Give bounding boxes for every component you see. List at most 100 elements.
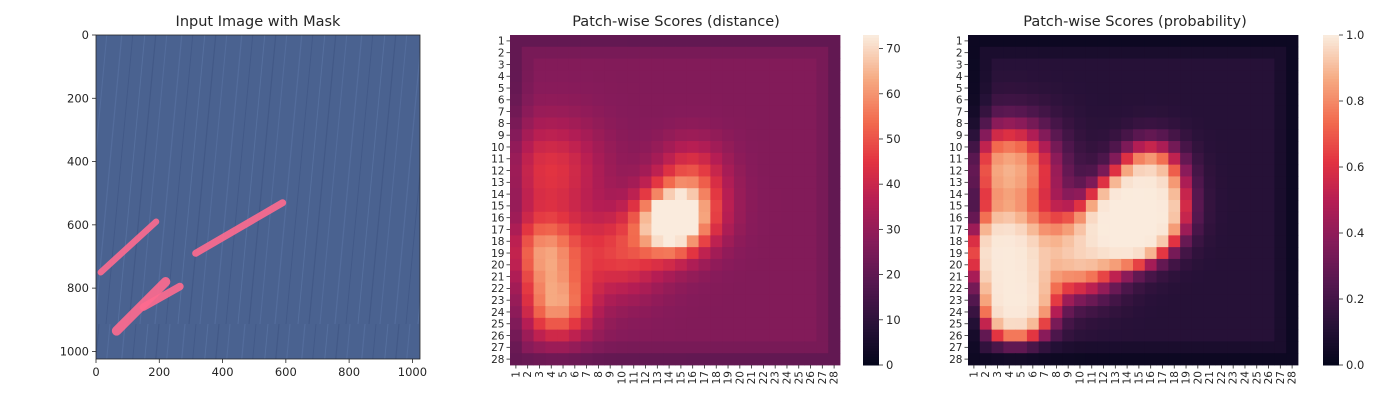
heatmap-cell: [1215, 223, 1228, 236]
distance-heatmap-title: Patch-wise Scores (distance): [572, 14, 780, 30]
heatmap-cell: [1097, 176, 1110, 189]
heatmap-cell: [968, 329, 981, 342]
colorbar-segment: [863, 142, 879, 146]
heatmap-cell: [1262, 82, 1275, 95]
heatmap-cell: [1262, 294, 1275, 307]
heatmap-cell: [979, 117, 992, 130]
colorbar-segment: [863, 343, 879, 347]
colorbar-segment: [1323, 59, 1339, 63]
heatmap-cell: [651, 176, 664, 189]
heatmap-cell: [1286, 129, 1299, 142]
heatmap-cell: [1062, 282, 1075, 295]
heatmap-cell: [991, 46, 1004, 59]
y-tick-label: 14: [491, 189, 505, 201]
colorbar-segment: [863, 340, 879, 344]
heatmap-cell: [510, 200, 523, 213]
colorbar-segment: [863, 337, 879, 341]
heatmap-cell: [1133, 188, 1146, 201]
heatmap-cell: [1286, 353, 1299, 366]
heatmap-cell: [604, 294, 617, 307]
heatmap-cell: [1144, 341, 1157, 354]
heatmap-cell: [1074, 117, 1087, 130]
heatmap-cell: [1203, 294, 1216, 307]
heatmap-cell: [1038, 211, 1051, 224]
y-tick-label: 27: [491, 342, 504, 354]
x-tick-label: 18: [711, 371, 723, 384]
heatmap-cell: [991, 188, 1004, 201]
heatmap-cell: [979, 129, 992, 142]
heatmap-cell: [1274, 117, 1287, 130]
heatmap-cell: [521, 329, 534, 342]
heatmap-cell: [1286, 35, 1299, 48]
heatmap-cell: [1215, 341, 1228, 354]
heatmap-cell: [1062, 117, 1075, 130]
colorbar-segment: [863, 73, 879, 77]
heatmap-cell: [1133, 141, 1146, 154]
heatmap-cell: [1085, 35, 1099, 48]
colorbar-segment: [1323, 194, 1339, 198]
colorbar-segment: [1323, 332, 1339, 336]
heatmap-cell: [545, 117, 558, 130]
heatmap-cell: [968, 117, 981, 130]
y-tick-label: 6: [956, 95, 963, 107]
heatmap-cell: [604, 93, 617, 107]
heatmap-cell: [1274, 176, 1287, 189]
y-tick-label: 13: [949, 177, 962, 189]
heatmap-cell: [663, 200, 676, 213]
x-tick-label: 12: [640, 371, 652, 384]
heatmap-cell: [1026, 58, 1040, 71]
y-tick-label: 13: [491, 177, 504, 189]
heatmap-cell: [722, 152, 735, 166]
colorbar-segment: [863, 59, 879, 63]
heatmap-cell: [1239, 58, 1252, 71]
heatmap-cell: [1085, 117, 1099, 130]
heatmap-cell: [991, 247, 1004, 260]
colorbar-segment: [863, 62, 879, 66]
heatmap-cell: [816, 235, 829, 248]
heatmap-cell: [580, 176, 593, 189]
heatmap-cell: [686, 141, 699, 154]
heatmap-cell: [663, 105, 676, 118]
heatmap-cell: [733, 282, 747, 295]
heatmap-cell: [1262, 282, 1275, 295]
heatmap-cell: [580, 282, 593, 295]
colorbar-segment: [1323, 150, 1339, 154]
heatmap-cell: [710, 129, 723, 142]
colorbar-segment: [1323, 263, 1339, 267]
heatmap-cell: [698, 306, 711, 319]
heatmap-cell: [1133, 82, 1146, 95]
heatmap-cell: [533, 164, 546, 177]
heatmap-cell: [757, 105, 770, 118]
heatmap-cell: [1203, 306, 1216, 319]
heatmap-cell: [757, 317, 770, 331]
heatmap-cell: [1133, 129, 1146, 142]
heatmap-cell: [1286, 70, 1299, 83]
heatmap-cell: [1109, 141, 1122, 154]
heatmap-cell: [1180, 82, 1193, 95]
colorbar-segment: [1323, 301, 1339, 305]
heatmap-cell: [1180, 294, 1193, 307]
heatmap-cell: [1274, 82, 1287, 95]
heatmap-cell: [521, 176, 534, 189]
heatmap-cell: [1215, 235, 1228, 248]
heatmap-cell: [639, 247, 652, 260]
heatmap-cell: [510, 317, 523, 331]
heatmap-cell: [1050, 306, 1063, 319]
heatmap-cell: [769, 294, 782, 307]
heatmap-cell: [968, 353, 981, 366]
heatmap-cell: [686, 270, 699, 283]
heatmap-cell: [745, 329, 758, 342]
colorbar-segment: [863, 70, 879, 74]
heatmap-cell: [1121, 353, 1134, 366]
colorbar-segment: [863, 285, 879, 289]
heatmap-cell: [533, 176, 546, 189]
heatmap-cell: [792, 223, 806, 236]
heatmap-cell: [1203, 70, 1216, 83]
heatmap-cell: [686, 282, 699, 295]
x-tick-label: 200: [148, 365, 170, 379]
heatmap-cell: [991, 282, 1004, 295]
colorbar-tick-label: 0.8: [1346, 94, 1364, 108]
colorbar-tick-label: 50: [886, 132, 901, 146]
heatmap-cell: [698, 164, 711, 177]
heatmap-cell: [828, 141, 841, 154]
